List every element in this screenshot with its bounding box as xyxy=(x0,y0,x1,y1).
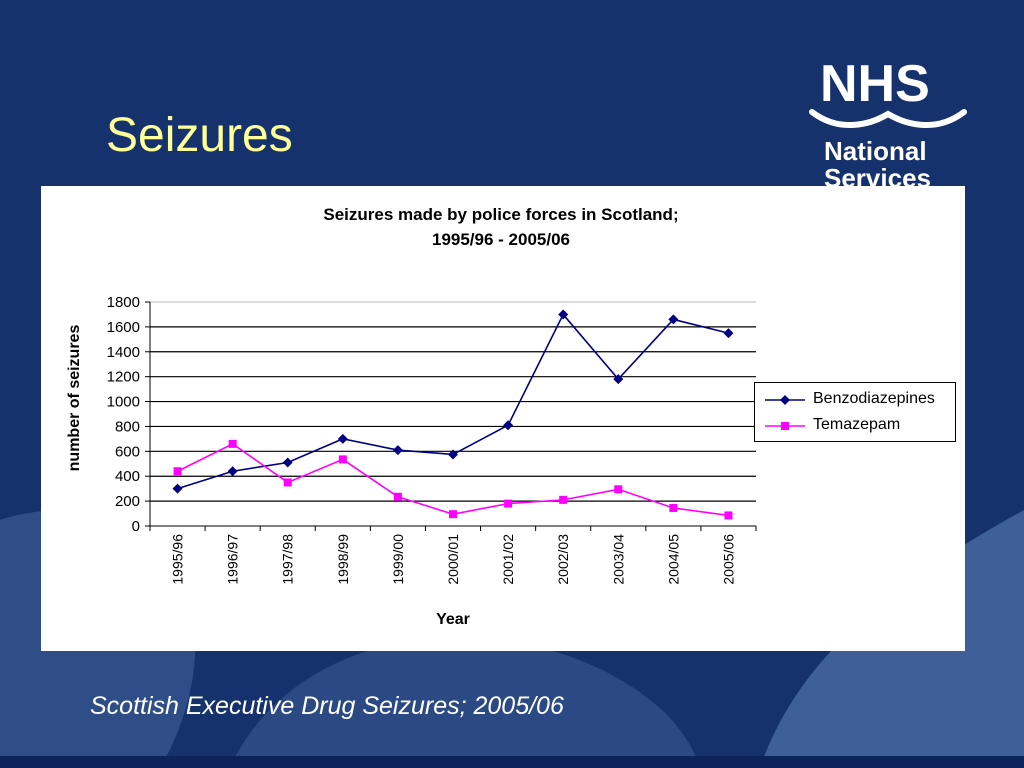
data-point xyxy=(228,439,237,448)
x-tick-label: 2001/02 xyxy=(500,534,516,585)
legend-item-temazepam: Temazepam xyxy=(763,415,953,437)
nhs-logo-mark: NHS xyxy=(820,55,930,113)
x-tick-label: 2005/06 xyxy=(720,534,736,585)
x-tick-label: 2003/04 xyxy=(610,534,626,585)
nhs-org-line1: National xyxy=(824,136,927,166)
bottom-bar xyxy=(0,756,1024,768)
data-point xyxy=(283,478,292,487)
chart-panel: 0 200 400 600 800 1000 1200 1400 1600 1800 1995/96… xyxy=(41,186,965,651)
data-point xyxy=(503,420,514,431)
gridlines xyxy=(150,301,756,502)
line-chart: 0 200 400 600 800 1000 1200 1400 1600 1800 1995/96… xyxy=(66,294,757,628)
data-point xyxy=(449,510,457,519)
chart-title-line2: 1995/96 - 2005/06 xyxy=(431,230,570,249)
data-point xyxy=(172,483,183,494)
y-tick-label: 400 xyxy=(115,468,140,485)
slide-caption: Scottish Executive Drug Seizures; 2005/0… xyxy=(90,692,564,720)
wave-icon xyxy=(809,109,967,128)
data-point xyxy=(173,467,182,476)
y-tick-label: 1000 xyxy=(107,394,140,411)
y-tick-label: 1400 xyxy=(107,344,140,361)
y-tick-label: 1600 xyxy=(107,319,140,336)
x-tick-label: 1996/97 xyxy=(225,534,241,585)
data-point xyxy=(338,455,347,464)
legend-label: Temazepam xyxy=(813,416,901,433)
slide-title: Seizures xyxy=(106,109,293,162)
data-point xyxy=(282,457,293,468)
data-point xyxy=(614,485,623,494)
data-point xyxy=(337,433,348,444)
x-axis-label: Year xyxy=(436,611,470,628)
chart-title-line1: Seizures made by police forces in Scotla… xyxy=(323,205,679,224)
y-tick-label: 0 xyxy=(132,518,140,535)
nhs-logo: NHS National Services xyxy=(800,58,970,193)
x-tick-label: 2004/05 xyxy=(665,534,681,585)
y-axis-label: number of seizures xyxy=(66,325,83,472)
data-point xyxy=(392,445,403,456)
data-point xyxy=(504,499,513,508)
diamond-marker-icon xyxy=(765,395,805,405)
data-point xyxy=(448,449,458,460)
y-tick-label: 600 xyxy=(115,443,140,460)
x-tick-label: 2000/01 xyxy=(445,534,461,585)
data-point xyxy=(724,511,733,520)
data-point xyxy=(393,492,402,501)
data-point xyxy=(227,466,238,477)
legend-item-benzodiazepines: Benzodiazepines xyxy=(763,389,953,411)
data-point xyxy=(613,374,624,385)
axes: 0 200 400 600 800 1000 1200 1400 1600 1800 1995/96… xyxy=(107,294,757,585)
x-tick-label: 1998/99 xyxy=(335,534,351,585)
square-marker-icon xyxy=(765,422,805,430)
y-tick-label: 1800 xyxy=(107,294,140,311)
data-point xyxy=(723,328,734,339)
data-point xyxy=(559,495,568,504)
nhs-org-name: National Services xyxy=(824,138,931,192)
x-tick-label: 1995/96 xyxy=(170,534,186,585)
x-tick-label: 1997/98 xyxy=(280,534,296,585)
series xyxy=(172,309,734,520)
x-tick-label: 1999/00 xyxy=(390,534,406,585)
chart-title: Seizures made by police forces in Scotla… xyxy=(191,202,811,252)
x-tick-label: 2002/03 xyxy=(555,534,571,585)
legend-label: Benzodiazepines xyxy=(813,390,935,407)
background-swoosh xyxy=(230,638,700,768)
y-tick-label: 800 xyxy=(115,418,140,435)
y-tick-label: 200 xyxy=(115,493,140,510)
chart-legend: Benzodiazepines Temazepam xyxy=(754,382,956,442)
y-tick-label: 1200 xyxy=(107,369,140,386)
data-point xyxy=(558,309,569,320)
data-point xyxy=(668,314,679,325)
data-point xyxy=(669,503,678,512)
